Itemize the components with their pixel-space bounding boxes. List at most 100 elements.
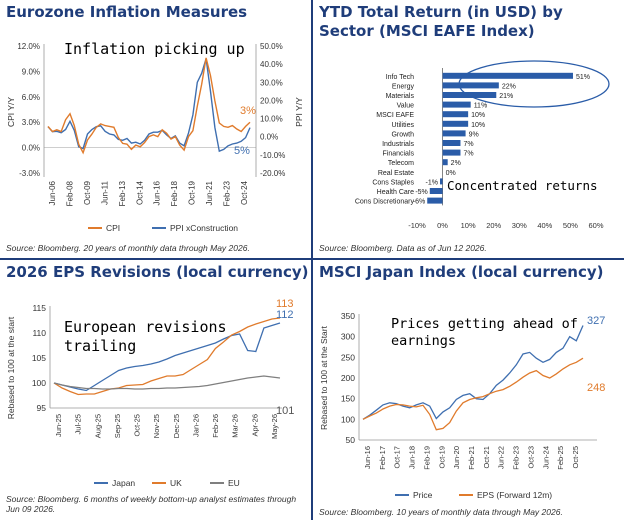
data-label: 51% [576,74,590,81]
bar [427,197,443,204]
category-label: Growth [391,131,414,138]
y-tick-label: 100 [32,378,46,388]
x-tick-label: Feb-08 [65,180,74,206]
category-label: Value [397,103,414,110]
japan-end-label: 112 [276,309,294,321]
eu-series-line [53,375,281,390]
y-tick-label: 250 [341,352,355,362]
horizontal-divider [0,258,624,260]
y-tick-label-left: 0.0% [22,144,40,153]
eu-end-label: 101 [276,405,294,417]
data-label: 22% [502,83,516,90]
x-tick-label: Jun-22 [497,446,506,469]
price-end-label: 327 [587,315,605,327]
x-tick-label: Oct-25 [571,446,580,469]
x-tick-label: 20% [486,221,501,230]
msci-japan-chart: 350 300 250 200 150 100 50 Rebased to 100 at th… [319,311,605,500]
y-axis-label-left: CPI Y/Y [6,97,16,127]
x-tick-label: Jun-16 [363,446,372,469]
y-tick-label: 200 [341,373,355,383]
eps-series-line [362,357,584,431]
chart-annotation: Prices getting ahead of earnings [391,316,578,349]
y-tick-label: 95 [37,403,47,413]
category-label: Real Estate [378,170,414,177]
x-tick-label: Feb-17 [378,446,387,470]
data-label: 7% [463,151,473,158]
data-label: 0% [446,170,456,177]
inflation-chart: 12.0% 9.0% 6.0% 3.0% 0.0% -3.0% 50.0% 40.0% 30.0… [6,42,304,233]
bar [442,82,499,89]
y-tick-label: 110 [32,328,46,338]
y-tick-label: 115 [32,303,46,313]
bar [442,101,471,108]
data-label: -5% [415,189,427,196]
x-tick-label: Jun-20 [452,446,461,469]
y-tick-label-right: 40.0% [260,60,283,69]
x-tick-label: 0% [437,221,448,230]
panel-sector-returns: YTD Total Return (in USD) by Sector (MSC… [313,0,624,257]
category-label: Materials [386,93,415,100]
bar [442,130,466,137]
x-tick-label: Feb-23 [512,446,521,470]
data-label: 11% [474,103,488,110]
bar [442,92,497,98]
y-tick-label: 105 [32,353,46,363]
y-tick-label-right: 0.0% [260,133,278,142]
x-tick-label: Oct-25 [133,414,142,437]
x-tick-label: Jun-21 [205,180,214,205]
y-tick-label-right: 30.0% [260,78,283,87]
x-tick-label: Aug-25 [93,414,102,438]
x-tick-label: Jun-24 [541,446,550,469]
bar [429,188,443,194]
x-tick-label: Jan-26 [191,414,200,437]
x-tick-label: Feb-21 [467,446,476,470]
data-label: 10% [471,112,485,119]
x-tick-label: Oct-09 [83,180,92,205]
ppi-end-label: 5% [234,145,250,157]
y-tick-label-right: -10.0% [260,151,285,160]
y-tick-label: 350 [341,311,355,321]
x-tick-label: Feb-26 [211,414,220,438]
eps-end-label: 248 [587,382,605,394]
x-tick-label: Nov-25 [152,414,161,438]
legend-label: EPS (Forward 12m) [477,490,552,500]
bar [442,140,461,146]
x-tick-label: Apr-26 [250,414,259,437]
bar [442,111,469,118]
data-label: 2% [451,160,461,167]
y-tick-label: 300 [341,332,355,342]
y-tick-label: 150 [341,394,355,404]
legend-label: CPI [106,223,120,233]
category-label: Health Care [377,189,414,196]
legend-label: EU [228,478,240,488]
y-tick-label-right: 10.0% [260,115,283,124]
chart-annotation: Concentrated returns [447,178,598,193]
x-tick-label: 40% [537,221,552,230]
data-label: 9% [469,131,479,138]
data-label: -6% [413,199,425,206]
y-tick-label-left: -3.0% [19,169,40,178]
panel-title: 2026 EPS Revisions (local currency) [6,263,309,281]
x-tick-label: Sep-25 [113,414,122,438]
source-note: Source: Bloomberg. 6 months of weekly bo… [6,494,297,514]
x-tick-label: Feb-23 [223,180,232,206]
data-label: 21% [499,93,513,100]
chart-annotation: Inflation picking up [64,40,245,58]
y-axis-label-right: PPI Y/Y [294,97,304,127]
x-tick-label: Oct-17 [393,446,402,469]
x-tick-label: Mar-26 [231,414,240,438]
uk-series-line [53,317,281,396]
chart-annotation: European revisions trailing [64,318,227,355]
data-label: -1% [426,179,438,186]
x-tick-label: 50% [563,221,578,230]
cpi-series-line [47,57,251,155]
panel-title: Eurozone Inflation Measures [6,3,248,21]
category-label: Cons Discretionary [355,199,415,206]
japan-series-line [53,322,281,392]
panel-title: MSCI Japan Index (local currency) [319,263,604,281]
category-label: Industrials [382,141,414,148]
source-note: Source: Bloomberg. Data as of Jun 12 202… [319,243,487,253]
y-tick-label-right: 50.0% [260,42,283,51]
x-tick-label: Jun-11 [100,180,109,204]
bar [442,159,448,166]
